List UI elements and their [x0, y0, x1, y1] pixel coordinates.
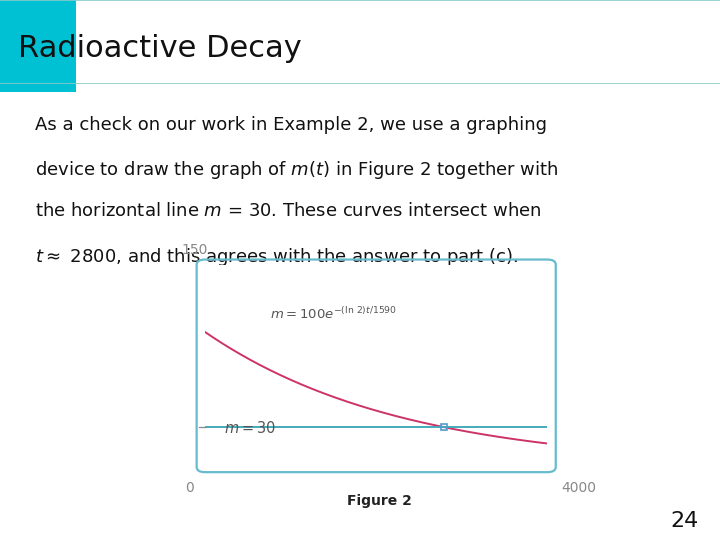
FancyBboxPatch shape: [0, 0, 76, 92]
Text: Figure 2: Figure 2: [347, 494, 412, 508]
Text: device to draw the graph of $m(t)$ in Figure 2 together with: device to draw the graph of $m(t)$ in Fi…: [35, 159, 558, 181]
Text: 0: 0: [184, 481, 194, 495]
Text: $t \approx$ 2800, and this agrees with the answer to part (c).: $t \approx$ 2800, and this agrees with t…: [35, 246, 518, 268]
Text: the horizontal line $m$ = 30. These curves intersect when: the horizontal line $m$ = 30. These curv…: [35, 202, 541, 220]
Text: 4000: 4000: [561, 481, 596, 495]
Text: As a check on our work in Example 2, we use a graphing: As a check on our work in Example 2, we …: [35, 116, 546, 133]
Text: $m = 100e^{-(\ln\,2)t/1590}$: $m = 100e^{-(\ln\,2)t/1590}$: [270, 306, 397, 322]
Text: $m = 30$: $m = 30$: [224, 420, 276, 436]
Text: 150: 150: [181, 242, 207, 256]
Text: Radioactive Decay: Radioactive Decay: [18, 34, 302, 63]
Text: 24: 24: [670, 511, 698, 531]
